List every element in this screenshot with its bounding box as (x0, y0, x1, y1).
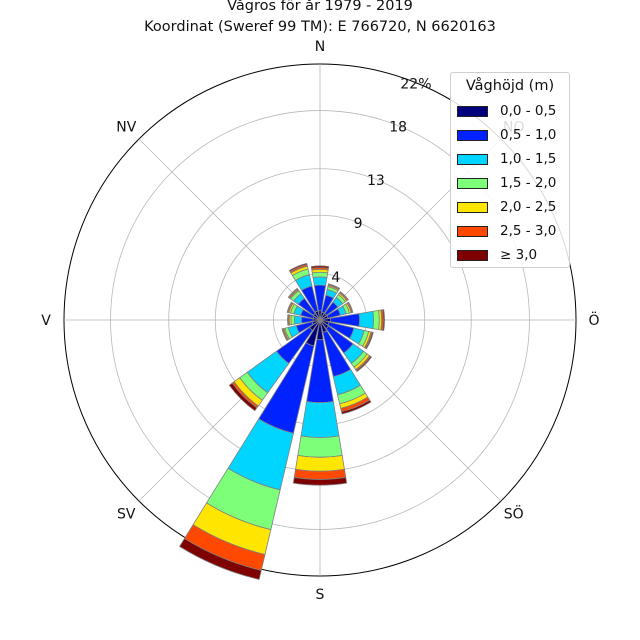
legend-swatch (457, 154, 488, 165)
rose-segment (292, 476, 348, 486)
rose-segment (287, 314, 289, 326)
rose-segment (228, 382, 258, 412)
legend-item: 2,0 - 2,5 (457, 199, 569, 219)
chart-title: Vågros för år 1979 - 2019 (227, 0, 413, 14)
rose-segment (310, 265, 330, 269)
legend-label: 2,5 - 3,0 (500, 223, 557, 239)
direction-label: S (316, 587, 325, 603)
rose-segment (312, 276, 328, 287)
rose-segment (286, 301, 293, 313)
angular-gridline (138, 138, 321, 321)
rose-segment (281, 328, 288, 342)
direction-label: SÖ (504, 505, 524, 523)
rose-segment (355, 355, 373, 373)
legend: Våghöjd (m) 0,0 - 0,5 0,5 - 1,0 1,0 - 1,… (450, 72, 570, 268)
legend-swatch (457, 106, 488, 117)
legend-swatch (457, 130, 488, 141)
legend-label: 1,0 - 1,5 (500, 151, 557, 167)
rose-segment (287, 287, 299, 299)
rose-segment (339, 291, 349, 301)
rose-segment (297, 435, 343, 458)
radial-tick-label: 9 (354, 216, 363, 232)
legend-title: Våghöjd (m) (465, 78, 555, 94)
direction-label: N (315, 39, 325, 55)
rose-segment (300, 401, 340, 438)
chart-subtitle: Koordinat (Sweref 99 TM): E 766720, N 66… (144, 19, 496, 35)
direction-label: NV (116, 119, 136, 135)
legend-item: 1,0 - 1,5 (457, 151, 569, 171)
radial-tick-label: 22% (400, 76, 431, 92)
radial-tick-label: 4 (331, 270, 340, 286)
rose-segment (382, 309, 385, 331)
legend-label: 0,5 - 1,0 (500, 127, 557, 143)
radial-tick-label: 18 (389, 119, 407, 135)
legend-label: 2,0 - 2,5 (500, 199, 557, 215)
rose-segment (295, 455, 345, 472)
direction-label: Ö (588, 311, 599, 329)
legend-swatch (457, 226, 488, 237)
legend-label: 0,0 - 0,5 (500, 103, 557, 119)
legend-item: 2,5 - 3,0 (457, 223, 569, 243)
direction-label: V (41, 313, 51, 329)
direction-label: SV (117, 507, 136, 523)
rose-segment (288, 262, 308, 273)
legend-item: 0,5 - 1,0 (457, 127, 569, 147)
rose-segment (372, 309, 380, 331)
radial-tick-label: 13 (367, 173, 385, 189)
rose-segment (179, 538, 262, 580)
legend-item: 0,0 - 0,5 (457, 103, 569, 123)
legend-swatch (457, 250, 488, 261)
rose-segment (341, 399, 372, 415)
legend-label: 1,5 - 2,0 (500, 175, 557, 191)
legend-swatch (457, 178, 488, 189)
rose-segment (327, 283, 341, 290)
rose-segment (311, 271, 329, 278)
rose-segment (293, 315, 303, 325)
rose-segment (347, 301, 354, 313)
legend-item: ≥ 3,0 (457, 247, 569, 267)
legend-swatch (457, 202, 488, 213)
rose-segment (358, 310, 374, 330)
legend-label: ≥ 3,0 (500, 247, 538, 263)
legend-item: 1,5 - 2,0 (457, 175, 569, 195)
rose-segment (364, 331, 374, 350)
